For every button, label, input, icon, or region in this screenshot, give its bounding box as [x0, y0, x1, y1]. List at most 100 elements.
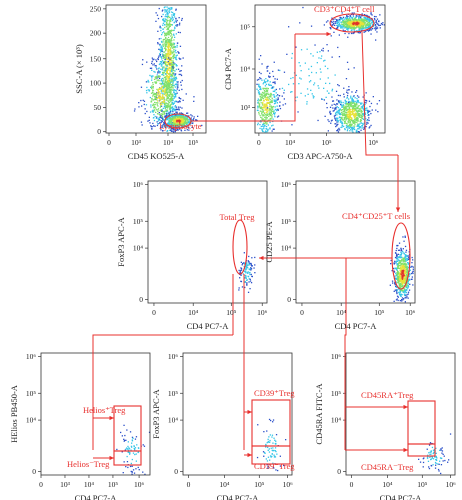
- p7-xtick-label: 10⁴: [382, 480, 393, 489]
- p1-event-dot: [154, 81, 156, 83]
- p1-event-dot: [172, 18, 174, 20]
- p4-event-dot: [400, 293, 402, 295]
- p1-event-dot: [166, 43, 168, 46]
- p2-event-dot: [347, 111, 349, 113]
- p2-event-dot: [343, 25, 345, 27]
- p2-event-dot: [337, 131, 340, 133]
- p2-event-dot: [352, 127, 354, 130]
- p2-event-dot: [355, 113, 357, 115]
- p1-event-dot: [140, 99, 142, 102]
- p4-event-dot: [400, 285, 402, 288]
- p1-event-dot: [171, 79, 173, 81]
- p1-event-dot: [151, 85, 153, 87]
- p2-event-dot: [336, 99, 338, 101]
- p2-event-dot: [358, 16, 360, 18]
- p2-event-dot: [271, 86, 274, 88]
- p2-event-dot: [355, 16, 357, 18]
- p2-event-dot: [361, 22, 363, 24]
- p4-event-dot: [393, 262, 395, 264]
- p2-event-dot: [331, 56, 333, 58]
- p1-event-dot: [182, 121, 184, 124]
- p1-event-dot: [163, 6, 165, 9]
- p6-event-dot: [273, 437, 275, 439]
- p1-event-dot: [174, 131, 176, 133]
- p7-event-dot: [429, 442, 432, 444]
- p2-event-dot: [351, 29, 353, 31]
- p2-event-dot: [266, 114, 268, 116]
- p1-event-dot: [154, 93, 156, 95]
- p4-event-dot: [404, 270, 406, 273]
- p1-event-dot: [170, 79, 172, 81]
- p2-event-dot: [263, 89, 266, 92]
- p2-event-dot: [269, 101, 272, 103]
- p1-event-dot: [176, 86, 178, 88]
- p2-event-dot: [366, 119, 368, 122]
- p1-event-dot: [164, 70, 166, 72]
- p1-event-dot: [170, 24, 172, 26]
- p4-event-dot: [412, 266, 414, 268]
- p2-event-dot: [369, 20, 371, 22]
- p1-event-dot: [178, 119, 180, 122]
- p1-event-dot: [151, 69, 153, 71]
- p2-event-dot: [374, 29, 377, 31]
- p1-event-dot: [166, 80, 168, 83]
- p1-event-dot: [167, 57, 170, 59]
- p1-event-dot: [173, 73, 175, 75]
- p2-event-dot: [367, 26, 369, 29]
- p2-event-dot: [346, 26, 349, 29]
- p1-event-dot: [157, 90, 160, 92]
- p1-event-dot: [169, 62, 171, 64]
- p1-event-dot: [164, 23, 166, 26]
- p1-event-dot: [180, 98, 182, 100]
- p2-event-dot: [278, 95, 281, 97]
- p1-event-dot: [183, 121, 186, 124]
- p1-event-dot: [186, 117, 189, 119]
- p4-event-dot: [400, 251, 402, 254]
- p1-event-dot: [165, 115, 167, 117]
- p4-event-dot: [406, 257, 408, 259]
- p2-event-dot: [338, 102, 340, 104]
- p1-event-dot: [172, 14, 175, 16]
- p2-event-dot: [267, 119, 269, 121]
- p3-event-dot: [241, 286, 244, 288]
- p1-event-dot: [159, 110, 161, 112]
- p5-event-dot: [123, 424, 125, 426]
- p2-event-dot: [355, 15, 357, 17]
- p1-event-dot: [175, 59, 178, 61]
- p1-event-dot: [144, 112, 146, 115]
- p1-event-dot: [166, 87, 168, 89]
- p1-event-dot: [175, 21, 177, 23]
- p2-event-dot: [327, 119, 329, 121]
- p2-event-dot: [348, 100, 350, 103]
- p1-event-dot: [174, 105, 177, 107]
- p2-event-dot: [352, 27, 354, 29]
- p2-dots: [256, 6, 385, 133]
- p1-event-dot: [172, 102, 174, 104]
- p2-event-dot: [353, 67, 355, 69]
- p2-event-dot: [352, 21, 354, 23]
- p1-event-dot: [162, 22, 164, 25]
- p1-event-dot: [171, 69, 173, 72]
- p2-event-dot: [351, 127, 353, 129]
- p4-event-dot: [399, 289, 401, 291]
- p2-event-dot: [347, 92, 349, 94]
- p1-event-dot: [183, 116, 185, 118]
- p2-event-dot: [269, 112, 271, 115]
- p2-event-dot: [356, 101, 358, 103]
- p1-event-dot: [164, 61, 166, 63]
- p2-event-dot: [365, 27, 367, 29]
- p4-event-dot: [390, 259, 392, 262]
- p2-event-dot: [267, 102, 269, 104]
- p7-event-dot: [430, 464, 432, 467]
- p2-event-dot: [364, 22, 366, 24]
- p4-event-dot: [401, 266, 403, 269]
- p1-event-dot: [172, 80, 175, 82]
- p1-event-dot: [187, 120, 189, 122]
- p1-event-dot: [171, 94, 173, 96]
- p2-event-dot: [360, 116, 362, 119]
- p1-event-dot: [167, 81, 169, 83]
- p2-event-dot: [340, 103, 342, 106]
- p1-event-dot: [165, 21, 168, 24]
- p2-event-dot: [300, 78, 302, 80]
- p1-event-dot: [188, 129, 190, 131]
